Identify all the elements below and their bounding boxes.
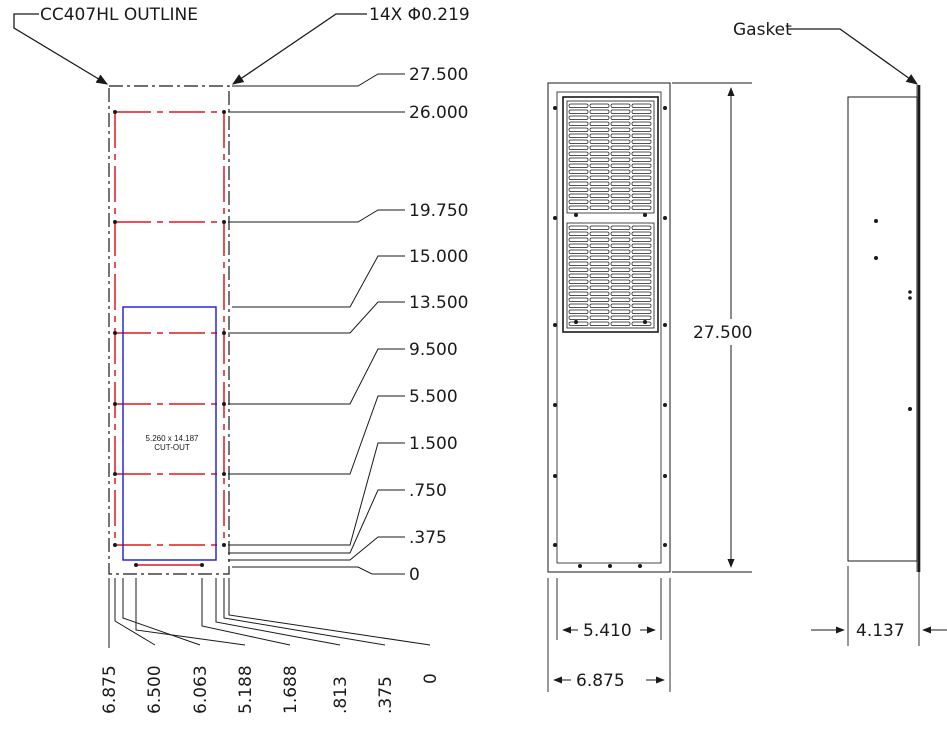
bolt-pattern bbox=[114, 111, 225, 566]
grille-slots bbox=[568, 103, 652, 326]
hdim-label: .813 bbox=[331, 676, 351, 714]
vdim-label: 1.500 bbox=[409, 434, 458, 454]
side-view: Gasket 4.137 bbox=[733, 20, 947, 646]
front-view: 27.500 5.410 6.875 bbox=[547, 82, 752, 692]
hdim-label: .375 bbox=[376, 676, 396, 714]
hdim-label: 6.063 bbox=[191, 665, 211, 714]
horizontal-dim-leaders bbox=[108, 578, 431, 648]
vdim-label: 5.500 bbox=[409, 387, 458, 407]
side-holes bbox=[874, 219, 912, 411]
front-panel-outline bbox=[547, 82, 671, 573]
vdim-label: 19.750 bbox=[409, 201, 468, 221]
enclosure-outline bbox=[108, 85, 230, 575]
outline-leader bbox=[13, 13, 109, 85]
grille-upper bbox=[566, 100, 655, 214]
side-depth-label: 4.137 bbox=[856, 621, 905, 641]
hdim-label: 0 bbox=[421, 673, 441, 684]
hdim-label: 6.500 bbox=[145, 665, 165, 714]
vertical-dim-leaders bbox=[228, 73, 405, 575]
vdim-label: 26.000 bbox=[409, 103, 468, 123]
vdim-label: 15.000 bbox=[409, 247, 468, 267]
vertical-dim-labels: 27.500 26.000 19.750 15.000 13.500 9.500… bbox=[409, 65, 468, 585]
front-holes bbox=[553, 106, 667, 568]
grille-frame bbox=[562, 96, 659, 333]
vdim-label: 27.500 bbox=[409, 65, 468, 85]
outline-callout: CC407HL OUTLINE bbox=[40, 5, 198, 25]
hdim-label: 1.688 bbox=[281, 665, 301, 714]
horizontal-dim-labels: 6.875 6.500 6.063 5.188 1.688 .813 .375 … bbox=[100, 665, 441, 714]
hdim-label: 6.875 bbox=[100, 665, 120, 714]
cutout-size-label: 5.260 x 14.187 bbox=[146, 434, 199, 443]
vdim-label: 0 bbox=[409, 565, 420, 585]
vdim-label: 9.500 bbox=[409, 340, 458, 360]
grille-lower bbox=[566, 222, 655, 329]
front-outer-width-label: 6.875 bbox=[576, 671, 625, 691]
holes-callout: 14X Φ0.219 bbox=[369, 5, 470, 25]
mounting-holes bbox=[113, 110, 226, 567]
cutout-rectangle bbox=[122, 306, 217, 561]
holes-leader bbox=[232, 13, 367, 85]
vdim-label: 13.500 bbox=[409, 293, 468, 313]
cutout-template-view: 5.260 x 14.187 CUT-OUT CC407HL OUTLINE 1… bbox=[13, 5, 470, 714]
hdim-label: 5.188 bbox=[236, 665, 256, 714]
cutout-word-label: CUT-OUT bbox=[154, 443, 190, 452]
gasket-callout: Gasket bbox=[733, 20, 792, 40]
vdim-label: .375 bbox=[409, 528, 447, 548]
gasket-leader bbox=[787, 28, 918, 85]
front-height-label: 27.500 bbox=[693, 323, 752, 343]
front-inner-width-label: 5.410 bbox=[583, 621, 632, 641]
side-body-outline bbox=[847, 96, 918, 562]
front-panel-flange bbox=[556, 91, 662, 564]
vdim-label: .750 bbox=[409, 481, 447, 501]
